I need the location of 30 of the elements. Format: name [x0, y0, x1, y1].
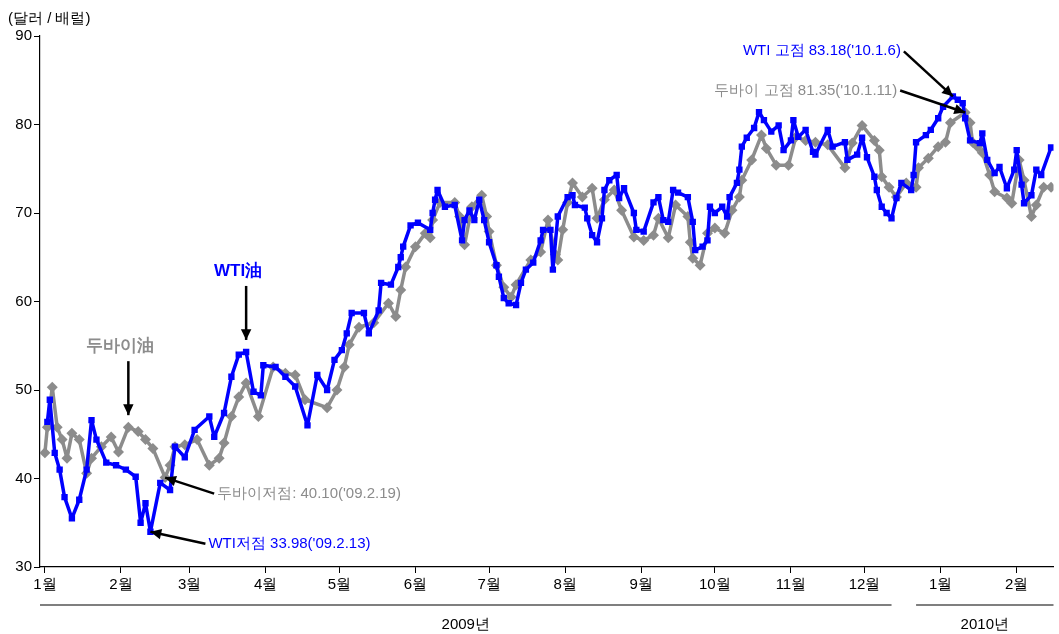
x-tick-label: 2월	[109, 575, 133, 593]
y-tick-label: 80	[15, 114, 32, 132]
x-tick-label: 1월	[928, 575, 953, 593]
y-tick-label: 70	[15, 203, 32, 221]
x-tick-label: 6월	[403, 575, 428, 593]
y-tick-label: 90	[15, 26, 32, 44]
x-tick-label: 8월	[553, 575, 577, 593]
y-tick-label: 40	[15, 468, 32, 486]
x-tick-label: 12월	[848, 575, 881, 593]
text: WTI油	[214, 261, 263, 281]
y-axis-title: (달러 / 배럴)	[8, 8, 91, 26]
x-tick-label: 7월	[477, 575, 501, 593]
x-tick-label: 2월	[1005, 575, 1029, 593]
x-tick-label: 1월	[33, 575, 57, 593]
annotation: WTI저점 33.98('09.2.13)	[208, 533, 371, 551]
y-tick-label: 30	[15, 557, 32, 575]
y-tick-label: 50	[15, 380, 32, 398]
x-tick-label: 9월	[629, 575, 653, 593]
annotation: 두바이 고점 81.35('10.1.11)	[714, 80, 898, 98]
text: 2010년	[960, 615, 1009, 633]
annotation: WTI 고점 83.18('10.1.6)	[742, 41, 901, 59]
x-tick-label: 3월	[178, 575, 202, 593]
x-tick-label: 11월	[775, 575, 807, 593]
x-tick-label: 4월	[254, 575, 278, 593]
y-tick-label: 60	[15, 291, 32, 309]
text: 2009년	[441, 615, 490, 633]
annotation: 두바이저점: 40.10('09.2.19)	[217, 483, 401, 501]
x-tick-label: 10월	[699, 575, 731, 593]
x-tick-label: 5월	[327, 575, 352, 593]
text: 두바이油	[86, 336, 155, 356]
